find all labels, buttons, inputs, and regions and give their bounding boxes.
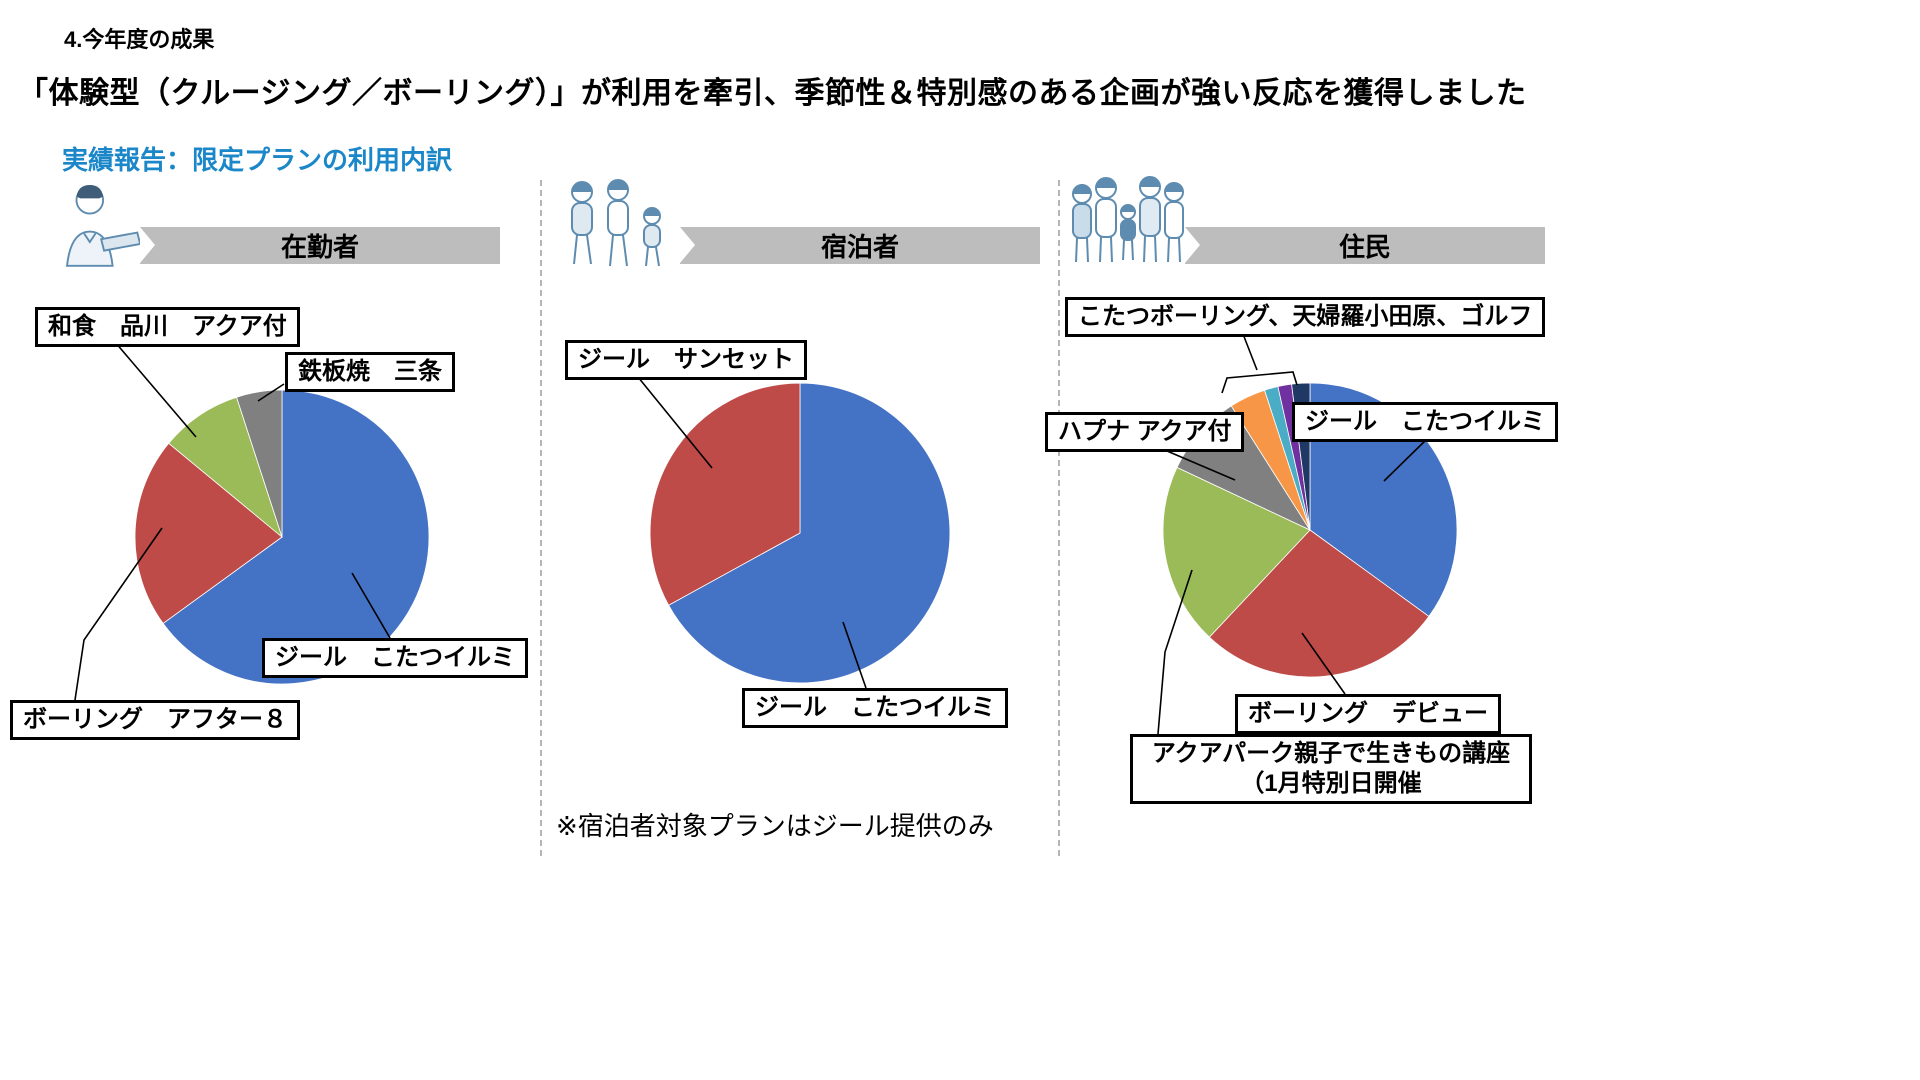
label-bowling-debut: ボーリング デビュー xyxy=(1235,694,1501,734)
banner-jumin: 住民 xyxy=(1185,227,1545,264)
label-aquapark-line1: アクアパーク親子で生きもの講座 xyxy=(1151,740,1511,767)
pie-slice-0 xyxy=(668,382,951,684)
pie-chart-shukuhakusha xyxy=(649,382,951,684)
label-zeal-sunset: ジール サンセット xyxy=(565,340,807,380)
label-aquapark-line2: （1月特別日開催 xyxy=(1240,770,1422,797)
label-aquapark-kids-course: アクアパーク親子で生きもの講座 （1月特別日開催 xyxy=(1130,734,1532,804)
footnote: ※宿泊者対象プランはジール提供のみ xyxy=(556,811,994,841)
label-zeal-kotatsu-illumination-guest: ジール こたつイルミ xyxy=(742,688,1008,728)
label-zeal-kotatsu-illumination-resident: ジール こたつイルミ xyxy=(1292,402,1558,442)
banner-shukuhakusha: 宿泊者 xyxy=(680,227,1040,264)
worker-with-laptop-illustration xyxy=(65,185,142,267)
label-washoku-shinagawa-aqua: 和食 品川 アクア付 xyxy=(35,307,300,347)
column-divider-1 xyxy=(540,180,542,856)
residents-group-illustration xyxy=(1072,176,1184,263)
leader-group-callout xyxy=(1242,333,1258,371)
banner-zaikinsha: 在勤者 xyxy=(140,227,500,264)
subtitle: 実績報告：限定プランの利用内訳 xyxy=(62,145,453,175)
label-kotatsu-bowling-tempura-golf: こたつボーリング、天婦羅小田原、ゴルフ xyxy=(1065,297,1546,337)
label-bowling-after8: ボーリング アフター８ xyxy=(10,700,300,740)
label-hapuna-aqua: ハプナ アクア付 xyxy=(1045,412,1245,452)
column-divider-2 xyxy=(1058,180,1060,856)
banner-jumin-label: 住民 xyxy=(1338,232,1391,262)
pie-slice-2 xyxy=(1162,466,1311,638)
headline: 「体験型（クルージング／ボーリング）」が利用を牽引、季節性＆特別感のある企画が強… xyxy=(18,77,1527,110)
label-zeal-kotatsu-illumination-worker: ジール こたつイルミ xyxy=(262,638,528,678)
family-walking-illustration xyxy=(571,179,661,267)
label-teppanyaki-sanjo: 鉄板焼 三条 xyxy=(285,352,455,392)
banner-shukuhakusha-label: 宿泊者 xyxy=(820,232,899,262)
banner-zaikinsha-label: 在勤者 xyxy=(280,232,359,262)
pie-slice-2 xyxy=(168,396,283,539)
section-label: 4.今年度の成果 xyxy=(64,27,215,52)
